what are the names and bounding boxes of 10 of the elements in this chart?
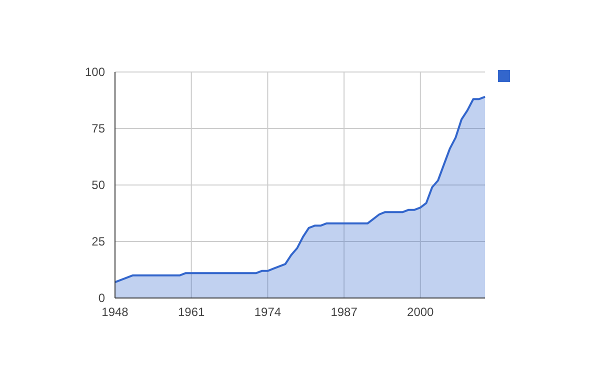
- x-tick-label: 1948: [102, 305, 129, 319]
- x-tick-label: 1987: [330, 305, 358, 319]
- y-tick-label: 50: [92, 178, 106, 192]
- y-tick-label: 0: [98, 291, 106, 306]
- y-tick-label: 100: [84, 65, 106, 80]
- x-tick-label: 2000: [407, 305, 434, 319]
- x-tick-label: 1961: [178, 305, 206, 319]
- x-tick-label: 1974: [254, 305, 282, 319]
- y-tick-label: 25: [92, 234, 106, 249]
- y-tick-label: 75: [92, 122, 106, 136]
